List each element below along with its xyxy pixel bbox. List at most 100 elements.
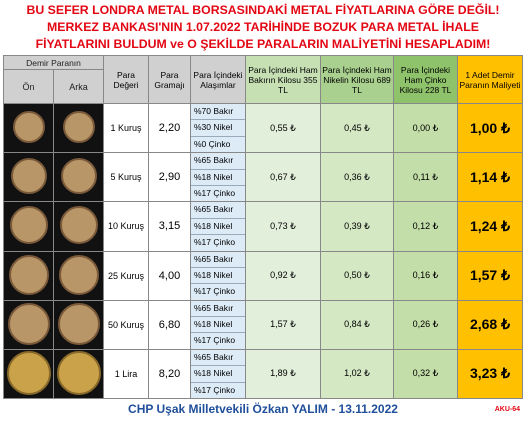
- nickel-cost: 0,36 ₺: [320, 152, 394, 203]
- coin-image: [8, 254, 49, 295]
- data-row: 25 Kuruş 4,00 %65 Bakır %18 Nikel %17 Çinko 0…: [3, 250, 523, 301]
- coin-value: 10 Kuruş: [103, 201, 149, 252]
- alloys: %65 Bakır %18 Nikel %17 Çinko: [190, 152, 246, 203]
- coin: [7, 302, 50, 345]
- alloys: %65 Bakır %18 Nikel %17 Çinko: [190, 250, 246, 301]
- coin-back: [53, 152, 104, 203]
- nickel-cost: 0,39 ₺: [320, 201, 394, 252]
- header-row: Ön Arka: [3, 69, 523, 104]
- title-line: MERKEZ BANKASI'NIN 1.07.2022 TARİHİNDE B…: [47, 20, 479, 34]
- nickel-cost: 0,45 ₺: [320, 102, 394, 154]
- coin-value: 1 Lira: [103, 348, 149, 400]
- alloy: %17 Çinko: [194, 286, 236, 297]
- coin-weight: 3,15: [148, 201, 191, 252]
- coin-weight: 2,90: [148, 152, 191, 203]
- coin-front: [3, 201, 54, 252]
- copper-cost: 1,89 ₺: [245, 348, 321, 400]
- alloy: %18 Nikel: [191, 366, 245, 383]
- coin-value: 50 Kuruş: [103, 299, 149, 350]
- coin: [57, 302, 100, 345]
- total-cost: 1,14 ₺: [457, 152, 523, 203]
- nickel-cost: 0,50 ₺: [320, 250, 394, 301]
- coin-value: 25 Kuruş: [103, 250, 149, 301]
- zinc-cost: 0,16 ₺: [393, 250, 458, 301]
- table: Demir Paranın Para Değeri Para Gramajı Para…: [3, 55, 523, 400]
- coin-back: [53, 299, 104, 350]
- header-row: Demir Paranın Para Değeri Para Gramajı Para…: [3, 55, 523, 104]
- coin: [56, 350, 101, 395]
- alloys: %65 Bakır %18 Nikel %17 Çinko: [190, 201, 246, 252]
- coin-image: [10, 158, 47, 195]
- coin-value: 1 Kuruş: [103, 102, 149, 154]
- alloy: %30 Nikel: [191, 120, 245, 137]
- coin-back: [53, 102, 104, 154]
- alloys: %65 Bakır %18 Nikel %17 Çinko: [190, 348, 246, 400]
- sub-header: Arka: [53, 69, 104, 104]
- footer-code: AKU-64: [494, 406, 520, 413]
- nickel-cost: 0,84 ₺: [320, 299, 394, 350]
- coin-front: [3, 250, 54, 301]
- alloy: %65 Bakır: [191, 350, 245, 367]
- coin: [6, 350, 51, 395]
- coin-weight: 2,20: [148, 102, 191, 154]
- coin-front: [3, 299, 54, 350]
- data-row: 1 Kuruş 2,20 %70 Bakır %30 Nikel %0 Çinko 0,5…: [3, 102, 523, 154]
- alloys: %65 Bakır %18 Nikel %17 Çinko: [190, 299, 246, 350]
- copper-cost: 0,55 ₺: [245, 102, 321, 154]
- title-line: FİYATLARINI BULDUM ve O ŞEKİLDE PARALARI…: [35, 37, 491, 51]
- copper-cost: 0,92 ₺: [245, 250, 321, 301]
- nickel-cost: 1,02 ₺: [320, 348, 394, 400]
- column-header: Para İçindeki Ham Nikelin Kilosu 689 TL: [320, 55, 394, 104]
- coin-back: [53, 201, 104, 252]
- alloy: %65 Bakır: [191, 203, 245, 219]
- coin: [62, 111, 95, 144]
- coin-image: [57, 302, 100, 345]
- column-header: Para İçindeki Ham Bakırın Kilosu 355 TL: [245, 55, 321, 104]
- coin-image: [6, 350, 51, 395]
- coin-image: [56, 350, 101, 395]
- title: BU SEFER LONDRA METAL BORSASINDAKİ METAL…: [0, 2, 526, 53]
- copper-cost: 0,67 ₺: [245, 152, 321, 203]
- footer-credit: CHP Uşak Milletvekili Özkan YALIM - 13.1…: [128, 402, 398, 416]
- data-row: 1 Lira 8,20 %65 Bakır %18 Nikel %17 Çinko 1,8…: [3, 348, 523, 400]
- total-cost: 2,68 ₺: [457, 299, 523, 350]
- coin-image: [12, 111, 45, 144]
- coin-value: 5 Kuruş: [103, 152, 149, 203]
- coin-image: [60, 158, 97, 195]
- alloy: %65 Bakır: [191, 154, 245, 170]
- coin-weight: 4,00: [148, 250, 191, 301]
- coin-front: [3, 102, 54, 154]
- total-cost: 3,23 ₺: [457, 348, 523, 400]
- zinc-cost: 0,11 ₺: [393, 152, 458, 203]
- alloy: %65 Bakır: [191, 301, 245, 318]
- alloy: %18 Nikel: [191, 219, 245, 236]
- zinc-cost: 0,00 ₺: [393, 102, 458, 154]
- column-header: Para İçindeki Alaşımlar: [190, 55, 246, 104]
- coin: [58, 254, 99, 295]
- alloy: %18 Nikel: [191, 170, 245, 186]
- alloy: %18 Nikel: [191, 317, 245, 334]
- column-header: Para Gramajı: [148, 55, 191, 104]
- alloy: %70 Bakır: [191, 105, 245, 121]
- data-row: 5 Kuruş 2,90 %65 Bakır %18 Nikel %17 Çinko 0,…: [3, 152, 523, 203]
- total-cost: 1,24 ₺: [457, 201, 523, 252]
- coin: [59, 206, 98, 245]
- coin-back: [53, 348, 104, 400]
- alloys: %70 Bakır %30 Nikel %0 Çinko: [190, 102, 246, 154]
- alloy: %17 Çinko: [194, 237, 236, 248]
- column-header: Para İçindeki Ham Çinko Kilosu 228 TL: [393, 55, 458, 104]
- alloy: %17 Çinko: [194, 335, 236, 346]
- coin-image: [58, 254, 99, 295]
- coin-image: [7, 302, 50, 345]
- zinc-cost: 0,12 ₺: [393, 201, 458, 252]
- coin-front: [3, 348, 54, 400]
- group-header: Demir Paranın: [3, 55, 104, 70]
- zinc-cost: 0,26 ₺: [393, 299, 458, 350]
- coin-weight: 6,80: [148, 299, 191, 350]
- coin-weight: 8,20: [148, 348, 191, 400]
- zinc-cost: 0,32 ₺: [393, 348, 458, 400]
- sub-header: Ön: [3, 69, 54, 104]
- data-row: 10 Kuruş 3,15 %65 Bakır %18 Nikel %17 Çinko 0…: [3, 201, 523, 252]
- coin: [8, 254, 49, 295]
